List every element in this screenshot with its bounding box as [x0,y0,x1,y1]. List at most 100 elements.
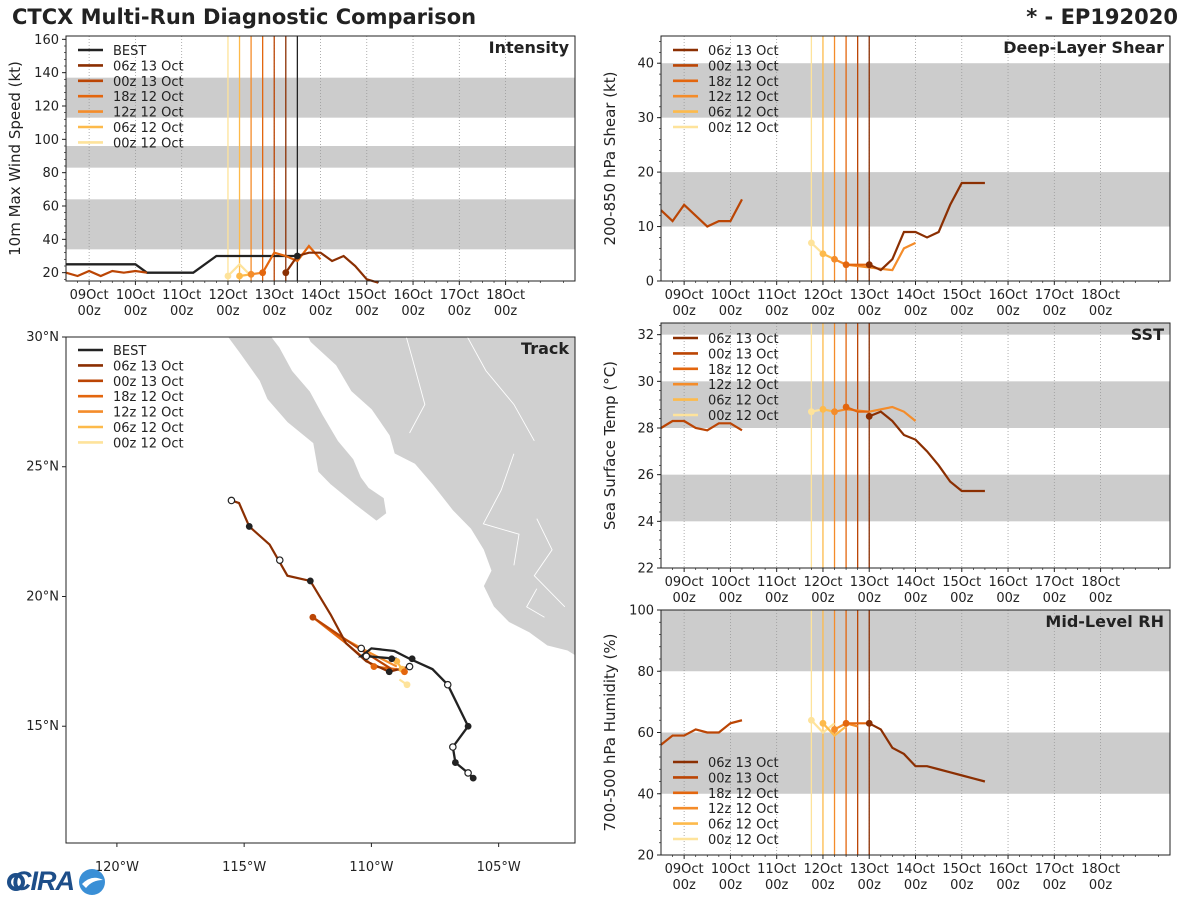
legend-label: 06z 12 Oct [708,106,779,121]
legend-label: 18z 12 Oct [708,363,779,378]
legend-label: 12z 12 Oct [113,106,184,121]
x-tick-hour: 00z [858,591,882,606]
lon-tick-label: 120°W [95,860,139,875]
storm-id: * - EP192020 [1026,5,1178,29]
legend-label: 00z 12 Oct [113,136,184,151]
run-series [227,262,252,277]
legend-label: 00z 12 Oct [708,833,779,848]
panel-title: Deep-Layer Shear [1003,38,1164,57]
x-tick-label: 14Oct [301,288,340,303]
x-tick-label: 09Oct [665,575,704,590]
run-track-point [245,523,253,530]
run-point [247,270,255,278]
mainland-shape [307,337,575,657]
x-tick-hour: 00z [124,304,148,319]
legend-label: 06z 13 Oct [708,44,779,59]
x-tick-label: 11Oct [757,288,796,303]
run-point [831,726,838,733]
x-tick-hour: 00z [1089,878,1113,893]
x-tick-hour: 00z [672,304,696,319]
x-tick-label: 16Oct [989,862,1028,877]
run-point [842,719,850,727]
run-point [807,239,815,247]
run-track [231,499,410,673]
legend-label: 12z 12 Oct [113,406,184,421]
best-track-point [464,769,472,777]
lon-tick-label: 110°W [349,860,393,875]
x-tick-hour: 00z [216,304,240,319]
run-point [819,250,827,258]
legend-label: 00z 13 Oct [708,59,779,74]
x-tick-label: 17Oct [1035,575,1074,590]
y-tick-label: 100 [34,133,59,148]
x-tick-label: 16Oct [394,288,433,303]
x-tick-label: 18Oct [486,288,525,303]
best-track-point [464,722,472,730]
x-tick-hour: 00z [719,304,743,319]
run-track-point [370,663,378,670]
x-tick-label: 11Oct [162,288,201,303]
lon-tick-label: 105°W [477,860,521,875]
figure-title: CTCX Multi-Run Diagnostic Comparison [12,5,477,29]
y-tick-label: 40 [637,787,654,802]
x-tick-hour: 00z [811,304,835,319]
panel-title: Mid-Level RH [1045,612,1164,631]
run-point [282,269,290,277]
best-track-point [357,644,366,653]
run-track-point [405,662,414,671]
x-tick-label: 14Oct [896,288,935,303]
x-tick-hour: 00z [719,591,743,606]
y-tick-label: 10 [637,220,654,235]
lat-tick-label: 30°N [26,330,59,345]
y-tick-label: 20 [637,166,654,181]
y-tick-label: 40 [637,57,654,72]
x-tick-hour: 00z [401,304,425,319]
run-series [284,251,379,284]
x-tick-hour: 00z [996,304,1020,319]
x-tick-hour: 00z [904,591,928,606]
x-tick-label: 14Oct [896,862,935,877]
run-series [65,269,148,278]
x-tick-label: 15Oct [942,862,981,877]
run-series [845,405,870,413]
map-frame [65,336,576,844]
legend-label: 00z 12 Oct [708,409,779,424]
x-tick-label: 14Oct [896,575,935,590]
legend-label: 00z 13 Oct [113,375,184,390]
legend-label: 06z 13 Oct [708,332,779,347]
legend-label: 12z 12 Oct [708,90,779,105]
run-track [312,616,393,671]
legend-label: 06z 13 Oct [113,59,184,74]
legend-label: 00z 13 Oct [708,771,779,786]
x-tick-label: 13Oct [850,862,889,877]
panel-title: SST [1131,325,1164,344]
y-tick-label: 32 [637,328,654,343]
run-series [660,419,743,432]
x-tick-hour: 00z [858,304,882,319]
x-tick-hour: 00z [858,878,882,893]
x-tick-label: 10Oct [711,575,750,590]
x-tick-hour: 00z [170,304,194,319]
state-border [533,518,566,608]
run-series [261,244,322,274]
x-tick-label: 13Oct [850,575,889,590]
x-tick-hour: 00z [811,591,835,606]
x-tick-hour: 00z [996,591,1020,606]
run-track-point [385,668,393,676]
x-tick-hour: 00z [811,878,835,893]
x-tick-hour: 00z [904,304,928,319]
x-tick-label: 11Oct [757,862,796,877]
legend-label: 06z 13 Oct [708,756,779,771]
run-track-point [393,657,401,665]
x-tick-label: 11Oct [757,575,796,590]
x-tick-hour: 00z [719,878,743,893]
y-tick-label: 30 [637,111,654,126]
best-track-point [388,655,396,663]
run-point [819,719,827,727]
run-track-point [227,496,236,505]
legend-label: 06z 12 Oct [708,818,779,833]
best-track-point [408,655,416,663]
x-tick-label: 12Oct [803,288,842,303]
state-border [466,337,535,442]
